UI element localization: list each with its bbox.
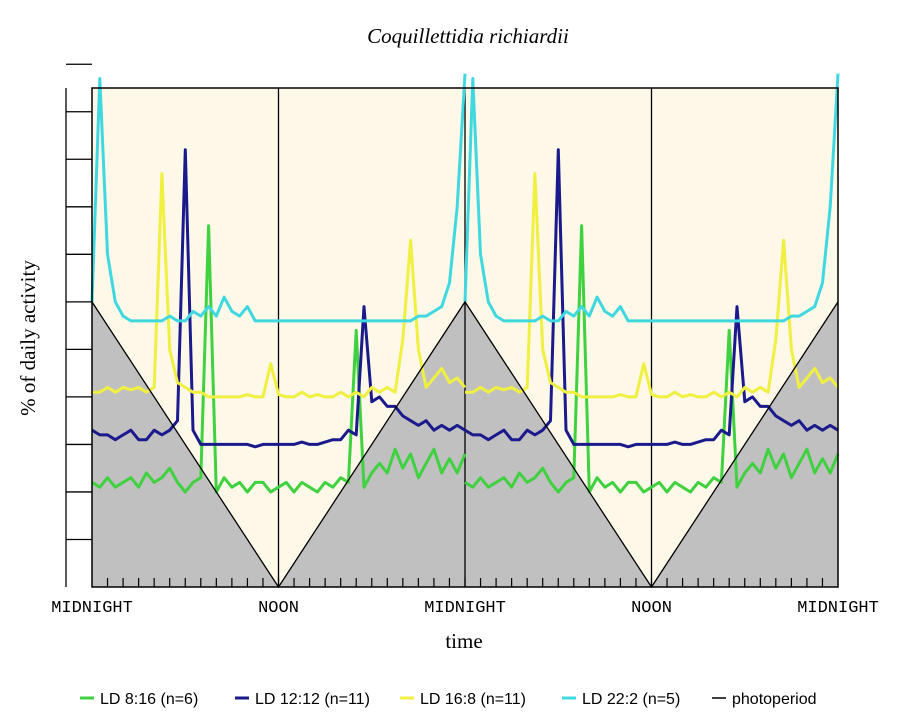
x-axis-minor-ticks [106, 578, 824, 587]
legend-label-4: photoperiod [732, 691, 817, 708]
photoperiod-line [91, 300, 839, 589]
legend-label-3: LD 22:2 (n=5) [582, 691, 680, 708]
legend-label-1: LD 12:12 (n=11) [255, 691, 370, 708]
series-ld-8-16-n-6-day1 [91, 224, 467, 494]
y-axis-label: % of daily activity [16, 260, 40, 416]
legend-item-1: LD 12:12 (n=11) [235, 691, 370, 708]
x-tick-label-2: MIDNIGHT [424, 599, 506, 618]
series-lines [90, 73, 840, 494]
legend-label-0: LD 8:16 (n=6) [100, 691, 198, 708]
x-tick-label-4: MIDNIGHT [797, 599, 879, 618]
series-ld-16-8-n-11-day2 [465, 172, 840, 399]
series-ld-16-8-n-11-day1 [92, 172, 467, 399]
series-ld-22-2-n-5-day1 [90, 73, 467, 323]
chart-title: Coquillettidia richiardii [367, 24, 569, 48]
legend-item-3: LD 22:2 (n=5) [562, 691, 680, 708]
series-ld-12-12-n-11-day1 [91, 148, 466, 449]
vertical-gridlines [277, 88, 653, 587]
series-ld-22-2-n-5-day2 [463, 73, 840, 323]
x-tick-label-1: NOON [258, 599, 299, 618]
legend-item-4: photoperiod [712, 691, 817, 708]
x-tick-label-0: MIDNIGHT [51, 599, 133, 618]
legend-item-0: LD 8:16 (n=6) [80, 691, 198, 708]
x-tick-label-3: NOON [631, 599, 672, 618]
x-axis-label: time [445, 629, 482, 653]
y-axis-ticks [65, 63, 92, 587]
legend-label-2: LD 16:8 (n=11) [420, 691, 526, 708]
series-ld-8-16-n-6-day2 [464, 224, 840, 494]
photoperiod-polyline [91, 300, 839, 589]
legend: LD 8:16 (n=6) LD 12:12 (n=11) LD 16:8 (n=1… [80, 691, 817, 708]
x-axis-tick-labels: MIDNIGHT NOON MIDNIGHT NOON MIDNIGHT [51, 599, 879, 618]
legend-item-2: LD 16:8 (n=11) [400, 691, 526, 708]
series-ld-12-12-n-11-day2 [464, 148, 839, 449]
